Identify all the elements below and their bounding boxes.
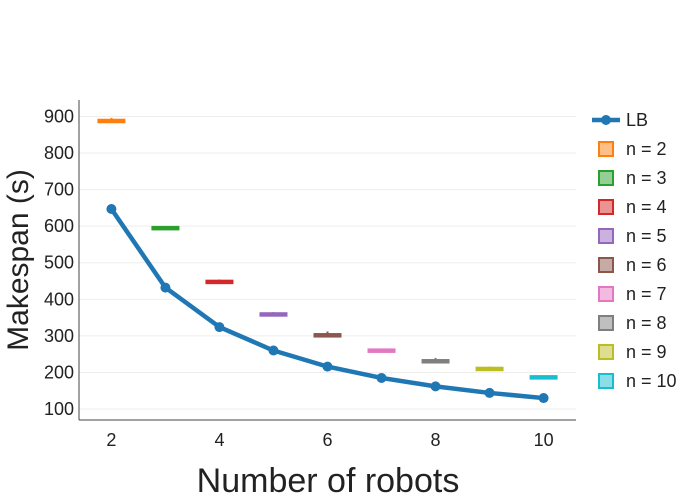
box-n-9 bbox=[475, 366, 504, 372]
y-tick-label: 500 bbox=[44, 253, 74, 273]
legend-label: n = 8 bbox=[626, 313, 667, 333]
box-layer bbox=[97, 117, 558, 380]
y-tick-label: 700 bbox=[44, 180, 74, 200]
legend-label: n = 10 bbox=[626, 371, 677, 391]
box-n-10 bbox=[529, 375, 558, 380]
legend-item-n-5: n = 5 bbox=[598, 226, 667, 246]
lb-point bbox=[484, 387, 495, 398]
legend-label: LB bbox=[626, 110, 648, 130]
legend-item-n-10: n = 10 bbox=[598, 371, 677, 391]
lb-point bbox=[322, 361, 333, 372]
legend-marker bbox=[601, 115, 611, 125]
legend-swatch bbox=[598, 286, 614, 302]
lb-layer bbox=[106, 203, 549, 404]
legend-item-n-2: n = 2 bbox=[598, 139, 667, 159]
lb-point bbox=[106, 203, 117, 214]
x-tick-label: 10 bbox=[534, 430, 554, 450]
legend-item-lb: LB bbox=[592, 110, 648, 130]
legend-item-n-7: n = 7 bbox=[598, 284, 667, 304]
box-n-6 bbox=[313, 331, 342, 338]
x-tick-layer: 2 4 6 8 10 bbox=[106, 430, 553, 450]
x-tick-label: 8 bbox=[431, 430, 441, 450]
legend-swatch bbox=[598, 373, 614, 389]
box-n-3 bbox=[151, 225, 180, 231]
legend-label: n = 9 bbox=[626, 342, 667, 362]
y-axis-title: Makespan (s) bbox=[2, 169, 35, 351]
box-n-8 bbox=[421, 357, 450, 364]
y-tick-label: 300 bbox=[44, 326, 74, 346]
box-n-5 bbox=[259, 312, 288, 317]
box-n-7 bbox=[367, 348, 396, 353]
legend-swatch bbox=[598, 170, 614, 186]
lb-point bbox=[376, 372, 387, 383]
x-axis-title: Number of robots bbox=[197, 462, 460, 500]
y-tick-label: 400 bbox=[44, 289, 74, 309]
y-tick-label: 900 bbox=[44, 106, 74, 126]
legend-item-n-8: n = 8 bbox=[598, 313, 667, 333]
y-tick-label: 100 bbox=[44, 399, 74, 419]
y-tick-label: 800 bbox=[44, 143, 74, 163]
x-tick-label: 2 bbox=[106, 430, 116, 450]
box-n-4 bbox=[205, 279, 234, 285]
legend-label: n = 3 bbox=[626, 168, 667, 188]
legend-item-n-3: n = 3 bbox=[598, 168, 667, 188]
legend: LB n = 2 n = 3 n = 4 n = 5 n = 6 n = 7 n = 8 n =… bbox=[592, 110, 677, 391]
legend-swatch bbox=[598, 199, 614, 215]
y-tick-label: 600 bbox=[44, 216, 74, 236]
legend-label: n = 4 bbox=[626, 197, 667, 217]
legend-item-n-4: n = 4 bbox=[598, 197, 667, 217]
axis-layer bbox=[78, 100, 576, 421]
lb-point bbox=[160, 282, 171, 293]
lb-point bbox=[538, 393, 549, 404]
legend-swatch bbox=[598, 228, 614, 244]
legend-swatch bbox=[598, 344, 614, 360]
legend-item-n-9: n = 9 bbox=[598, 342, 667, 362]
lb-point bbox=[268, 345, 279, 356]
box-n-2 bbox=[97, 117, 126, 124]
legend-swatch bbox=[598, 257, 614, 273]
legend-swatch bbox=[598, 315, 614, 331]
lb-point bbox=[214, 322, 225, 333]
legend-label: n = 7 bbox=[626, 284, 667, 304]
x-tick-label: 4 bbox=[214, 430, 224, 450]
x-tick-label: 6 bbox=[322, 430, 332, 450]
legend-item-n-6: n = 6 bbox=[598, 255, 667, 275]
legend-label: n = 2 bbox=[626, 139, 667, 159]
legend-label: n = 6 bbox=[626, 255, 667, 275]
lb-point bbox=[430, 381, 441, 392]
legend-swatch bbox=[598, 141, 614, 157]
y-tick-label: 200 bbox=[44, 362, 74, 382]
y-tick-layer: 100 200 300 400 500 600 700 800 900 bbox=[44, 106, 74, 419]
legend-label: n = 5 bbox=[626, 226, 667, 246]
